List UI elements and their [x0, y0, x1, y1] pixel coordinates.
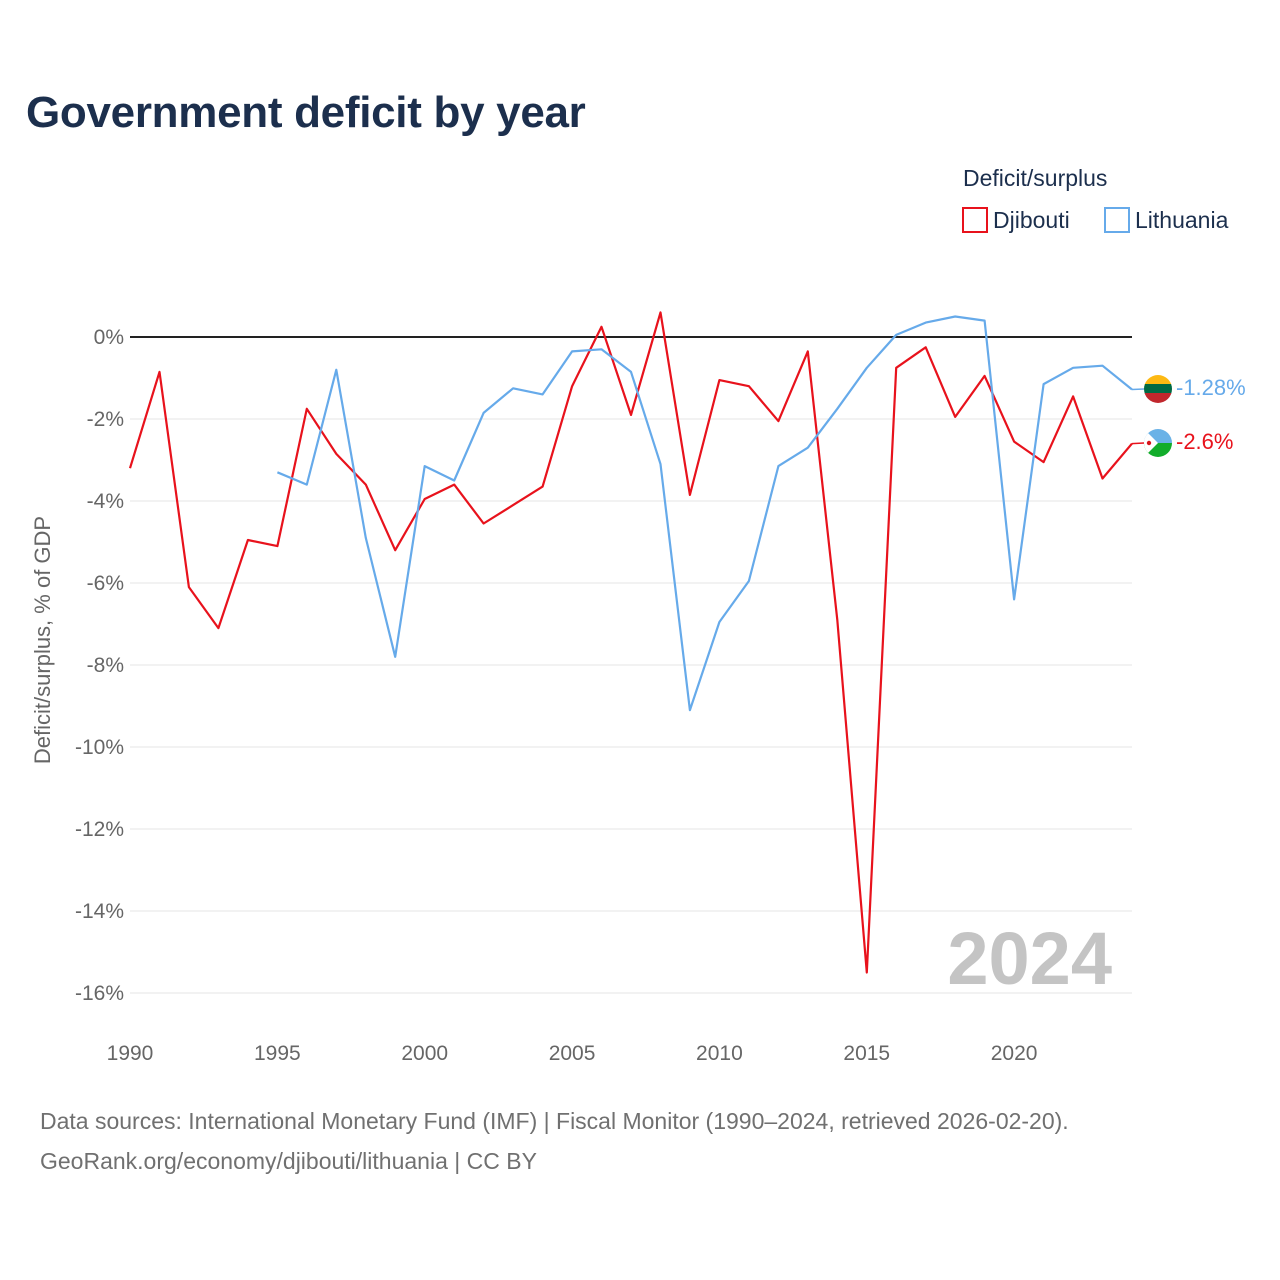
y-axis-ticks: 0% -2% -4% -6% -8% -10% -12% -14% -16% — [75, 326, 124, 1005]
year-watermark: 2024 — [947, 917, 1112, 1000]
y-tick-label: -6% — [87, 572, 124, 595]
series-layer: -2.6% -1.28% — [128, 311, 1246, 974]
legend-title: Deficit/surplus — [963, 165, 1107, 191]
legend-label-lithuania[interactable]: Lithuania — [1135, 207, 1229, 233]
series-line-lithuania[interactable] — [276, 315, 1133, 712]
source-note: Data sources: International Monetary Fun… — [40, 1108, 1069, 1134]
y-tick-label: -12% — [75, 818, 124, 841]
x-tick-label: 2020 — [991, 1042, 1038, 1065]
y-tick-label: -16% — [75, 982, 124, 1005]
x-tick-label: 2010 — [696, 1042, 743, 1065]
x-tick-label: 1995 — [254, 1042, 301, 1065]
y-tick-label: -8% — [87, 654, 124, 677]
source-link[interactable]: GeoRank.org/economy/djibouti/lithuania |… — [40, 1148, 537, 1174]
x-tick-label: 2015 — [843, 1042, 890, 1065]
legend: Deficit/surplus Djibouti Lithuania — [962, 165, 1229, 233]
x-tick-label: 2005 — [549, 1042, 596, 1065]
y-tick-label: -4% — [87, 490, 124, 513]
y-tick-label: -2% — [87, 408, 124, 431]
y-tick-label: 0% — [94, 326, 124, 349]
legend-label-djibouti[interactable]: Djibouti — [993, 207, 1070, 233]
series-line-djibouti[interactable] — [128, 311, 1133, 974]
end-label-lithuania: -1.28% — [1176, 375, 1246, 400]
legend-swatch-lithuania[interactable] — [1104, 207, 1130, 233]
end-label-djibouti: -2.6% — [1176, 429, 1233, 454]
x-axis-ticks: 1990 1995 2000 2005 2010 2015 2020 — [107, 1042, 1038, 1065]
y-tick-label: -10% — [75, 736, 124, 759]
x-tick-label: 2000 — [401, 1042, 448, 1065]
djibouti-flag-icon — [1144, 429, 1172, 457]
legend-swatch-djibouti[interactable] — [962, 207, 988, 233]
y-axis-label: Deficit/surplus, % of GDP — [30, 516, 55, 764]
y-tick-label: -14% — [75, 900, 124, 923]
end-connector-djibouti — [1131, 442, 1145, 445]
x-tick-label: 1990 — [107, 1042, 154, 1065]
lithuania-flag-icon — [1144, 375, 1172, 403]
gridlines — [130, 336, 1132, 994]
chart-title: Government deficit by year — [26, 88, 586, 137]
